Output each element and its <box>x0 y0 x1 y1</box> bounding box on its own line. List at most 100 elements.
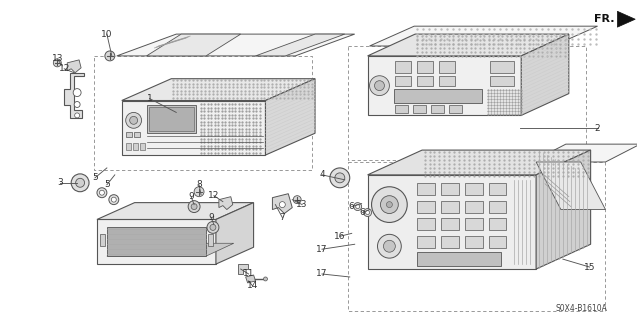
Text: 8: 8 <box>196 180 202 189</box>
Circle shape <box>73 89 81 97</box>
Circle shape <box>365 211 369 214</box>
Text: 1: 1 <box>147 94 152 103</box>
Polygon shape <box>237 264 248 274</box>
Text: 3: 3 <box>58 178 63 187</box>
Text: 9: 9 <box>188 192 194 201</box>
Text: 17: 17 <box>316 270 328 278</box>
Polygon shape <box>521 34 569 115</box>
Bar <box>417 219 435 230</box>
Text: 15: 15 <box>584 263 595 271</box>
Circle shape <box>125 112 141 128</box>
Text: 16: 16 <box>334 232 346 241</box>
Text: 11: 11 <box>243 270 254 278</box>
Bar <box>465 183 483 195</box>
Polygon shape <box>246 275 255 283</box>
Bar <box>488 183 506 195</box>
Text: 4: 4 <box>319 170 324 179</box>
Circle shape <box>293 196 301 204</box>
Text: 9: 9 <box>208 213 214 222</box>
Bar <box>125 132 132 137</box>
Circle shape <box>210 225 216 230</box>
Polygon shape <box>219 197 233 210</box>
Circle shape <box>111 197 116 202</box>
Polygon shape <box>97 203 253 219</box>
Text: 17: 17 <box>316 245 328 254</box>
Circle shape <box>354 203 362 211</box>
Bar <box>132 143 138 150</box>
Text: 6: 6 <box>360 208 365 217</box>
Bar <box>125 143 131 150</box>
Polygon shape <box>273 194 292 213</box>
Bar <box>417 76 433 85</box>
Circle shape <box>53 59 61 67</box>
Bar <box>417 236 435 248</box>
Bar <box>100 234 105 246</box>
Text: S0X4-B1610A: S0X4-B1610A <box>556 304 608 313</box>
Bar <box>94 56 312 170</box>
Polygon shape <box>531 144 640 162</box>
Bar <box>396 61 411 73</box>
Bar <box>417 183 435 195</box>
Circle shape <box>330 168 349 188</box>
Circle shape <box>130 116 138 124</box>
Circle shape <box>99 190 104 195</box>
Polygon shape <box>266 79 315 155</box>
Text: 13: 13 <box>296 200 308 209</box>
Bar <box>439 76 455 85</box>
Bar <box>465 201 483 212</box>
Circle shape <box>364 209 372 217</box>
Bar <box>140 143 145 150</box>
Polygon shape <box>122 100 266 155</box>
Circle shape <box>207 221 219 234</box>
Circle shape <box>194 187 204 197</box>
Circle shape <box>71 174 89 192</box>
Polygon shape <box>536 150 591 269</box>
Bar <box>147 106 196 133</box>
Bar <box>348 162 605 311</box>
Bar <box>441 219 459 230</box>
Polygon shape <box>255 34 345 56</box>
Polygon shape <box>122 79 315 100</box>
Circle shape <box>356 204 360 209</box>
Text: 5: 5 <box>92 173 98 182</box>
Polygon shape <box>369 26 598 46</box>
Bar <box>396 106 408 114</box>
Bar <box>488 201 506 212</box>
Bar <box>488 219 506 230</box>
Polygon shape <box>64 73 84 118</box>
Circle shape <box>75 113 79 118</box>
Text: FR.: FR. <box>593 14 614 24</box>
Text: 12: 12 <box>58 64 70 73</box>
Circle shape <box>374 81 385 91</box>
Polygon shape <box>216 203 253 264</box>
Circle shape <box>97 188 107 198</box>
Bar <box>417 252 501 266</box>
Polygon shape <box>367 34 569 56</box>
Polygon shape <box>367 175 536 269</box>
Circle shape <box>264 277 268 281</box>
Bar <box>490 61 515 73</box>
Circle shape <box>369 76 389 96</box>
Circle shape <box>109 195 119 204</box>
Bar <box>413 106 426 114</box>
Polygon shape <box>367 56 521 115</box>
Text: 14: 14 <box>247 281 259 290</box>
Bar <box>148 108 194 131</box>
Text: 2: 2 <box>595 124 600 133</box>
Circle shape <box>335 173 345 183</box>
Text: 10: 10 <box>101 30 113 39</box>
Circle shape <box>74 101 80 108</box>
Bar <box>441 236 459 248</box>
Circle shape <box>188 201 200 212</box>
Text: 13: 13 <box>52 54 63 63</box>
Bar <box>134 132 140 137</box>
Polygon shape <box>536 162 605 210</box>
Circle shape <box>380 196 398 213</box>
Bar <box>394 89 481 102</box>
Bar <box>431 106 444 114</box>
Text: 6: 6 <box>349 202 355 211</box>
Bar <box>490 76 515 85</box>
Polygon shape <box>618 11 636 27</box>
Polygon shape <box>116 34 355 56</box>
Circle shape <box>387 202 392 208</box>
